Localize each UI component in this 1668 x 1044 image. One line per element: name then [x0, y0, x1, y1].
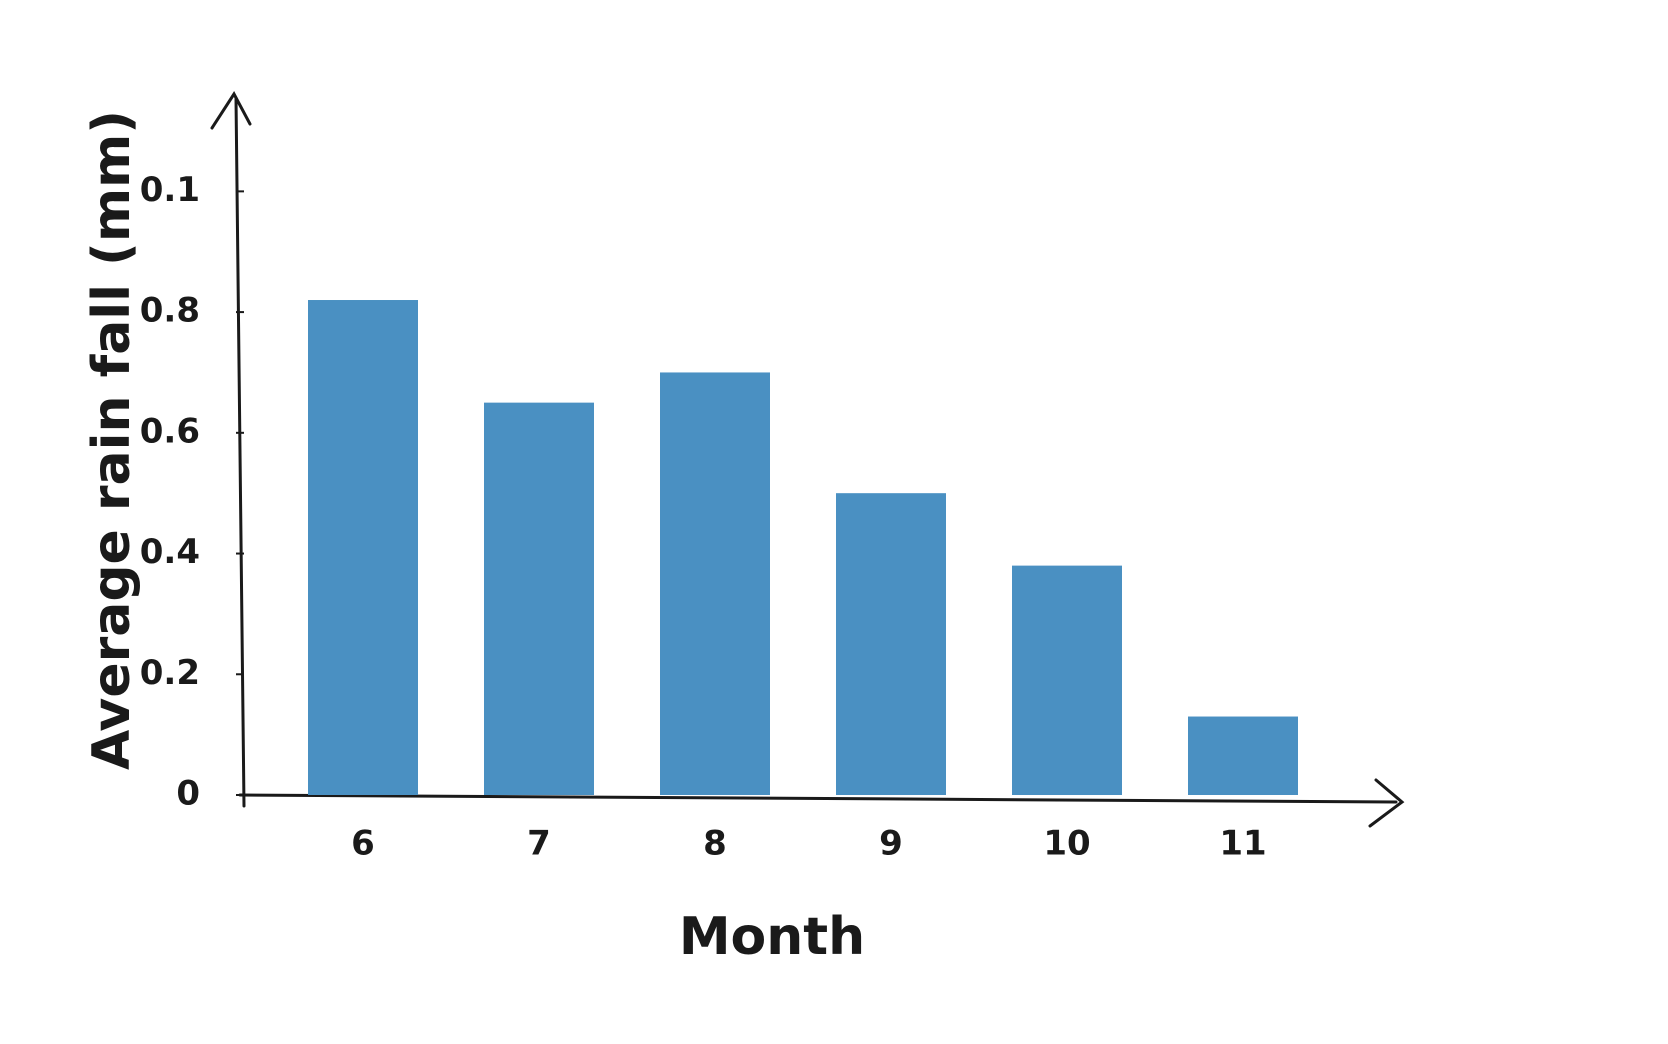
- y-tick-label: 0.2: [140, 653, 200, 693]
- x-tick-label: 9: [879, 824, 903, 864]
- y-tick-label: 0.1: [140, 170, 200, 210]
- bar: [836, 493, 946, 795]
- x-axis: [238, 793, 1398, 804]
- x-axis-arrow: [1368, 778, 1405, 828]
- y-tick-label: 0.4: [140, 532, 200, 572]
- y-tick-label: 0.8: [140, 291, 200, 331]
- y-tick-label: 0: [176, 774, 200, 814]
- bar: [484, 402, 594, 795]
- y-axis: [234, 96, 246, 808]
- bar: [1012, 565, 1122, 795]
- bar: [660, 372, 770, 795]
- bar: [308, 300, 418, 795]
- x-tick-label: 10: [1043, 824, 1090, 864]
- x-tick-label: 11: [1219, 824, 1266, 864]
- x-tick-label: 7: [527, 824, 551, 864]
- y-tick-label: 0.6: [140, 411, 200, 451]
- y-axis-arrow: [210, 91, 252, 130]
- y-axis-title: Average rain fall (mm): [82, 110, 142, 770]
- x-tick-label: 8: [703, 824, 727, 864]
- bar: [1188, 716, 1298, 795]
- x-axis-title: Month: [679, 907, 865, 967]
- x-tick-label: 6: [351, 824, 375, 864]
